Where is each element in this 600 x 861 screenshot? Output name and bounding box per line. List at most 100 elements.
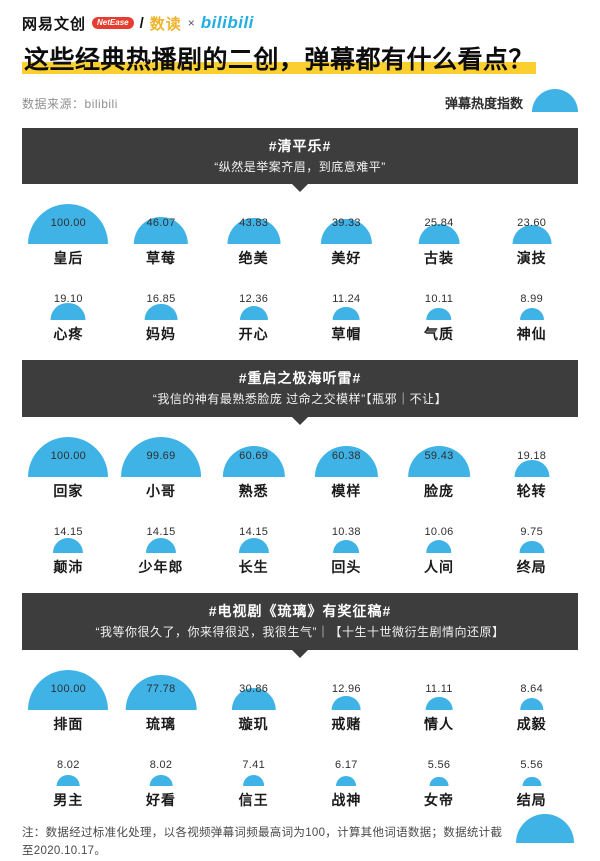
value-semicircle xyxy=(231,687,276,710)
keyword-label: 小哥 xyxy=(146,483,176,500)
keyword-cell: 14.15 少年郎 xyxy=(115,509,208,577)
keyword-label: 心疼 xyxy=(53,326,84,343)
keyword-cell: 11.11 情人 xyxy=(393,666,486,734)
value-label: 46.07 xyxy=(146,217,176,230)
keyword-row: 100.00 回家 99.69 小哥 60.69 熟悉 60.38 模样 59.43 脸庞 19.1… xyxy=(22,433,578,501)
keyword-cell: 99.69 小哥 xyxy=(115,433,208,501)
value-label: 11.11 xyxy=(425,682,453,695)
value-label: 60.69 xyxy=(239,450,269,463)
shudu-logo: 数读 xyxy=(149,15,182,33)
footnote: 注：数据经过标准化处理，以各视频弹幕词频最高词为100，计算其他词语数据；数据统… xyxy=(22,826,503,858)
semicircle-plot: 19.18 xyxy=(485,433,578,478)
value-label: 8.64 xyxy=(520,682,543,695)
semicircle-plot: 14.15 xyxy=(22,509,115,554)
semicircle-plot: 5.56 xyxy=(485,742,578,786)
semicircle-plot: 30.86 xyxy=(207,666,300,710)
semicircle-plot: 19.10 xyxy=(22,276,115,321)
keyword-label: 演技 xyxy=(516,250,547,267)
keyword-cell: 6.17 战神 xyxy=(300,742,393,810)
value-label: 59.43 xyxy=(424,450,454,463)
keyword-cell: 9.75 终局 xyxy=(485,509,578,577)
value-semicircle xyxy=(519,698,544,710)
keyword-cell: 25.84 古装 xyxy=(393,200,486,268)
keyword-label: 终局 xyxy=(516,559,547,576)
keyword-cell: 8.02 男主 xyxy=(22,742,115,810)
value-semicircle xyxy=(519,308,544,321)
value-semicircle xyxy=(429,776,449,786)
semicircle-plot: 60.38 xyxy=(300,433,393,478)
keyword-cell: 12.96 戒赌 xyxy=(300,666,393,734)
semicircle-plot: 10.06 xyxy=(393,509,486,554)
semicircle-plot: 6.17 xyxy=(300,742,393,786)
semicircle-plot: 5.56 xyxy=(393,742,486,786)
value-label: 9.75 xyxy=(520,526,543,539)
keyword-label: 妈妈 xyxy=(146,326,176,343)
value-semicircle xyxy=(56,774,80,786)
value-label: 99.69 xyxy=(146,450,176,463)
semicircle-plot: 16.85 xyxy=(115,276,208,321)
keyword-cell: 60.38 模样 xyxy=(300,433,393,501)
semicircle-legend-icon xyxy=(532,88,578,112)
brand-slash: / xyxy=(139,14,144,32)
value-label: 100.00 xyxy=(50,217,87,230)
semicircle-plot: 7.41 xyxy=(207,742,300,786)
semicircle-plot: 8.02 xyxy=(115,742,208,786)
value-label: 8.02 xyxy=(149,758,173,771)
value-label: 19.18 xyxy=(517,450,547,463)
keyword-cell: 5.56 女帝 xyxy=(393,742,486,810)
value-semicircle xyxy=(332,306,360,321)
keyword-label: 皇后 xyxy=(53,250,84,267)
semicircle-plot: 11.11 xyxy=(393,666,486,710)
keyword-cell: 19.18 轮转 xyxy=(485,433,578,501)
collab-times-icon: × xyxy=(187,16,195,30)
keyword-label: 男主 xyxy=(53,791,84,808)
keyword-label: 琉璃 xyxy=(146,715,176,732)
wangyi-wenchuang-logo: 网易文创 xyxy=(22,15,87,33)
value-semicircle xyxy=(519,540,545,554)
semicircle-plot: 99.69 xyxy=(115,433,208,478)
heat-index-legend: 弹幕热度指数 xyxy=(445,88,578,112)
data-source-label: 数据来源： xyxy=(22,96,85,111)
keyword-label: 战神 xyxy=(331,791,362,808)
value-semicircle xyxy=(242,775,265,786)
value-semicircle xyxy=(53,538,84,554)
value-label: 11.24 xyxy=(332,293,361,306)
value-label: 43.83 xyxy=(239,217,269,230)
bilibili-logo: bilibili xyxy=(200,13,254,32)
keyword-cell: 14.15 长生 xyxy=(207,509,300,577)
keyword-label: 回家 xyxy=(53,483,84,500)
section-quote: “我等你很久了，你来得很迟，我很生气”｜【十生十世微衍生剧情向还原】 xyxy=(95,625,505,640)
keyword-cell: 77.78 琉璃 xyxy=(115,666,208,734)
section-header: #电视剧《琉璃》有奖征稿# “我等你很久了，你来得很迟，我很生气”｜【十生十世微衍… xyxy=(22,593,578,650)
keyword-cell: 10.38 回头 xyxy=(300,509,393,577)
data-source: 数据来源：bilibili xyxy=(22,95,118,112)
keyword-row: 100.00 排面 77.78 琉璃 30.86 璇玑 12.96 戒赌 11.11 情人 8.64… xyxy=(22,666,578,734)
semicircle-plot: 46.07 xyxy=(115,200,208,245)
semicircle-plot: 25.84 xyxy=(393,200,486,245)
keyword-label: 神仙 xyxy=(516,326,547,343)
value-label: 5.56 xyxy=(427,758,451,771)
value-label: 30.86 xyxy=(239,682,269,695)
value-label: 14.15 xyxy=(53,526,83,539)
keyword-cell: 19.10 心疼 xyxy=(22,276,115,344)
value-semicircle xyxy=(239,306,268,321)
value-label: 10.38 xyxy=(331,526,361,539)
keyword-label: 璇玑 xyxy=(238,715,269,732)
section-tag: #重启之极海听雷# xyxy=(238,370,362,387)
value-semicircle xyxy=(425,696,453,710)
semicircle-plot: 39.33 xyxy=(300,200,393,245)
keyword-label: 草帽 xyxy=(331,326,362,343)
keyword-cell: 100.00 皇后 xyxy=(22,200,115,268)
value-semicircle xyxy=(333,540,360,554)
keyword-label: 排面 xyxy=(53,715,84,732)
semicircle-plot: 8.02 xyxy=(22,742,115,786)
chart-sections: #清平乐# “纵然是举案齐眉，到底意难平” 100.00 皇后 46.07 草莓 43.83… xyxy=(22,127,578,810)
value-semicircle xyxy=(426,307,452,321)
semicircle-plot: 77.78 xyxy=(115,666,208,710)
keyword-cell: 59.43 脸庞 xyxy=(393,433,486,501)
keyword-row: 14.15 颠沛 14.15 少年郎 14.15 长生 10.38 回头 10.06 人间 9.75… xyxy=(22,509,578,577)
value-semicircle xyxy=(238,538,269,554)
semicircle-plot: 43.83 xyxy=(207,200,300,245)
section-header-tail-icon xyxy=(292,417,308,426)
keyword-cell: 30.86 璇玑 xyxy=(207,666,300,734)
